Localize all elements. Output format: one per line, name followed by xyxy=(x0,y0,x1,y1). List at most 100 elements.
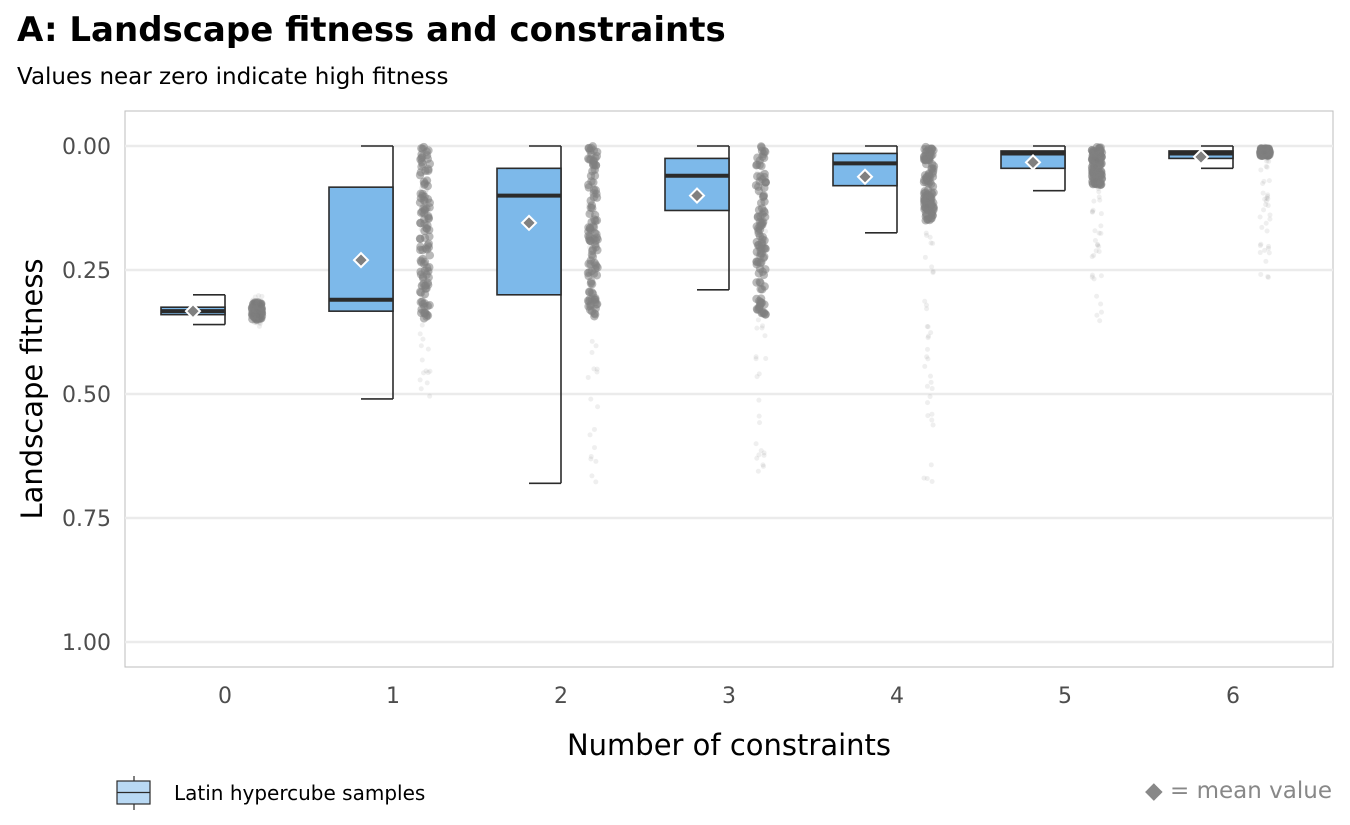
jitter-point xyxy=(594,369,600,375)
jitter-point xyxy=(923,302,929,308)
jitter-point xyxy=(1092,183,1098,189)
jitter-point xyxy=(588,166,597,176)
jitter-point xyxy=(926,180,932,186)
jitter-point xyxy=(1257,214,1263,220)
jitter-point xyxy=(759,191,765,197)
jitter-point xyxy=(587,432,593,438)
jitter-point xyxy=(1091,252,1097,258)
jitter-point xyxy=(257,314,266,323)
jitter-point xyxy=(929,386,935,392)
jitter-point xyxy=(590,235,596,241)
jitter-point xyxy=(929,264,935,270)
jitter-point xyxy=(251,318,257,324)
jitter-point xyxy=(588,456,594,462)
jitter-point xyxy=(590,215,599,224)
jitter-point xyxy=(585,148,591,154)
jitter-point xyxy=(759,308,769,317)
mean-marker xyxy=(856,168,874,186)
jitter-point xyxy=(758,171,764,177)
jitter-point xyxy=(920,197,929,206)
jitter-point xyxy=(423,194,433,204)
jitter-point xyxy=(415,287,425,297)
jitter-point xyxy=(589,350,595,356)
jitter-point xyxy=(250,303,256,309)
jitter-point xyxy=(589,338,595,344)
jitter-point xyxy=(1257,250,1263,256)
jitter-point xyxy=(587,203,593,209)
jitter-point xyxy=(588,285,594,291)
jitter-point xyxy=(425,303,431,309)
box-iqr xyxy=(496,167,562,296)
jitter-point xyxy=(1098,211,1104,217)
jitter-point xyxy=(928,189,937,199)
jitter-point xyxy=(1256,150,1266,160)
jitter-point xyxy=(1091,276,1097,282)
jitter-point xyxy=(257,321,263,327)
jitter-point xyxy=(592,241,598,247)
jitter-point xyxy=(421,287,427,293)
jitter-point xyxy=(254,306,260,312)
jitter-point xyxy=(586,236,595,246)
jitter-point xyxy=(752,237,762,247)
jitter-point xyxy=(1265,274,1271,280)
jitter-point xyxy=(1267,216,1273,222)
jitter-point xyxy=(425,300,434,310)
x-tick-label: 3 xyxy=(722,684,736,709)
jitter-point xyxy=(248,314,257,324)
jitter-point xyxy=(422,261,428,267)
jitter-point xyxy=(583,268,593,278)
jitter-point xyxy=(921,159,931,169)
jitter-point xyxy=(251,298,261,308)
jitter-point xyxy=(258,298,264,304)
jitter-point xyxy=(425,314,431,320)
jitter-point xyxy=(418,343,424,349)
jitter-point xyxy=(253,320,259,326)
jitter-point xyxy=(1262,143,1268,149)
jitter-point xyxy=(1263,202,1269,208)
jitter-point xyxy=(425,181,431,187)
jitter-group xyxy=(919,142,939,485)
jitter-point xyxy=(1098,273,1104,279)
jitter-point xyxy=(1095,145,1101,151)
boxplot-0 xyxy=(160,293,226,326)
jitter-point xyxy=(420,224,426,230)
jitter-point xyxy=(1260,181,1266,187)
jitter-point xyxy=(421,254,427,260)
y-tick-label: 0.75 xyxy=(62,507,111,532)
jitter-point xyxy=(1258,271,1264,277)
jitter-point xyxy=(416,245,425,255)
chart-subtitle: Values near zero indicate high fitness xyxy=(17,64,449,90)
jitter-point xyxy=(1095,168,1105,178)
jitter-point xyxy=(756,204,762,210)
jitter-point xyxy=(424,243,434,252)
jitter-point xyxy=(1262,247,1268,253)
boxplot-3 xyxy=(664,145,730,291)
jitter-point xyxy=(1093,179,1102,188)
jitter-point xyxy=(417,331,423,337)
jitter-point xyxy=(753,252,759,258)
jitter-point xyxy=(1264,158,1270,164)
jitter-point xyxy=(427,269,433,275)
y-tick-label: 0.00 xyxy=(62,135,111,160)
chart-title: A: Landscape fitness and constraints xyxy=(17,10,726,50)
jitter-point xyxy=(1258,241,1264,247)
jitter-point xyxy=(593,479,599,485)
jitter-point xyxy=(420,145,426,151)
jitter-point xyxy=(753,153,762,162)
jitter-point xyxy=(254,319,260,325)
jitter-point xyxy=(251,316,257,322)
jitter-point xyxy=(591,228,597,234)
jitter-point xyxy=(760,462,766,468)
jitter-point xyxy=(1096,230,1102,236)
jitter-point xyxy=(415,234,425,243)
jitter-point xyxy=(1097,318,1103,324)
x-tick-labels: 0 1 2 3 4 5 6 xyxy=(218,684,1240,709)
jitter-point xyxy=(761,452,767,458)
jitter-point xyxy=(921,144,927,150)
jitter-point xyxy=(592,271,598,277)
x-tick-label: 0 xyxy=(218,684,232,709)
jitter-point xyxy=(594,220,600,226)
jitter-point xyxy=(256,323,262,329)
jitter-point xyxy=(1262,196,1268,202)
jitter-point xyxy=(423,280,433,290)
